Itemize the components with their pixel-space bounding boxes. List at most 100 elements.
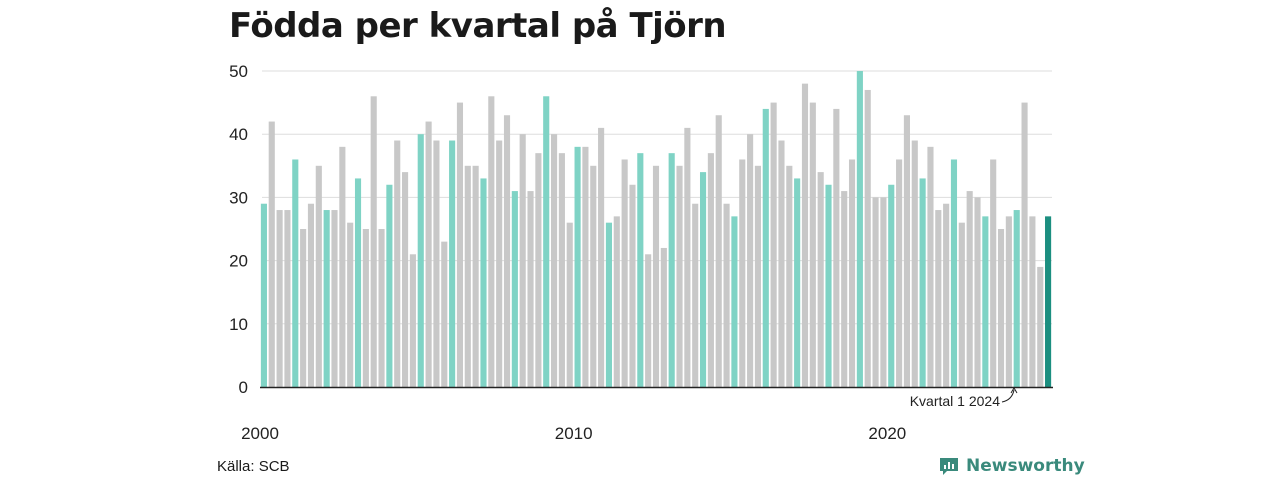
bar: [551, 134, 558, 387]
bar: [598, 127, 605, 387]
bar: [394, 140, 401, 387]
bar: [566, 222, 573, 387]
y-tick-label: 0: [239, 378, 248, 397]
bar: [990, 159, 997, 387]
bar: [848, 159, 856, 387]
bar: [300, 229, 307, 387]
bar: [496, 140, 503, 387]
bar: [417, 134, 424, 387]
bar: [943, 203, 950, 387]
bar: [535, 153, 542, 387]
bar: [794, 178, 801, 387]
bar: [354, 178, 362, 387]
bar: [1013, 210, 1020, 387]
annotation-arrow: [1001, 389, 1015, 403]
bar: [480, 178, 487, 387]
bar: [817, 172, 824, 387]
bar: [284, 210, 291, 387]
bar: [613, 216, 620, 387]
bar: [386, 184, 393, 387]
bar: [519, 134, 526, 387]
bar: [464, 165, 471, 387]
bars: [260, 71, 1052, 388]
bar: [982, 216, 989, 387]
bar: [872, 197, 879, 387]
bar: [1021, 102, 1028, 387]
bar: [950, 159, 958, 387]
bar: [402, 172, 409, 387]
y-tick-label: 30: [229, 188, 248, 207]
bar: [449, 140, 456, 387]
bar: [362, 229, 369, 387]
bar: [692, 203, 699, 387]
bar: [770, 102, 777, 387]
bar: [825, 184, 832, 387]
x-tick-label: 2010: [555, 424, 593, 443]
annotation: Kvartal 1 2024: [910, 387, 1018, 409]
bar: [323, 210, 330, 387]
bar: [903, 115, 910, 388]
bar: [409, 254, 416, 387]
brand-logo: Newsworthy: [938, 455, 1085, 477]
x-tick-label: 2020: [868, 424, 906, 443]
bar: [707, 153, 714, 387]
bar: [652, 165, 660, 387]
bar: [966, 191, 973, 387]
bar: [833, 108, 840, 388]
annotation-label: Kvartal 1 2024: [910, 393, 1000, 409]
bar: [260, 203, 267, 387]
bar: [629, 184, 636, 387]
bar: [503, 115, 511, 388]
bar: [590, 165, 597, 387]
bar: [605, 222, 613, 387]
bar: [292, 159, 299, 387]
bar: [747, 134, 754, 387]
bar: [723, 203, 730, 387]
bar: [370, 96, 377, 387]
bar: [778, 140, 785, 387]
bar: [731, 216, 738, 387]
bar: [880, 197, 887, 387]
y-tick-label: 10: [229, 315, 248, 334]
bar: [699, 172, 707, 387]
bar: [574, 146, 581, 387]
bar: [762, 108, 769, 388]
bar: [425, 121, 432, 387]
bar: [441, 241, 448, 387]
chart-title: Födda per kvartal på Tjörn: [229, 6, 727, 46]
y-axis-ticks: 0 10 20 30 40 50: [229, 62, 248, 397]
bar: [997, 229, 1005, 387]
bar: [684, 127, 691, 387]
bar: [527, 191, 534, 387]
bar: [315, 165, 322, 387]
bar: [331, 210, 338, 387]
bar: [739, 159, 746, 387]
bar: [347, 222, 354, 387]
bar: [456, 102, 464, 387]
bar: [511, 191, 518, 387]
bar: [1029, 216, 1036, 387]
newsworthy-logo-icon: [940, 458, 958, 475]
bar: [715, 115, 722, 388]
bar: [472, 165, 479, 387]
bar: [433, 140, 440, 387]
bar: [786, 165, 793, 387]
bar: [307, 203, 315, 387]
bar: [856, 71, 863, 387]
annotation-arrowhead: [1010, 387, 1018, 394]
bar: [339, 146, 346, 387]
bar: [888, 184, 895, 387]
bar: [268, 121, 275, 387]
bar: [754, 165, 761, 387]
bar: [645, 254, 652, 387]
bar: [958, 222, 965, 387]
bar: [582, 146, 589, 387]
bar: [488, 96, 495, 387]
y-tick-label: 20: [229, 252, 248, 271]
bar: [558, 153, 565, 387]
bar: [276, 210, 283, 387]
x-axis-ticks: 2000 2010 2020: [241, 424, 906, 443]
bar: [841, 191, 848, 387]
bar: [637, 153, 644, 387]
